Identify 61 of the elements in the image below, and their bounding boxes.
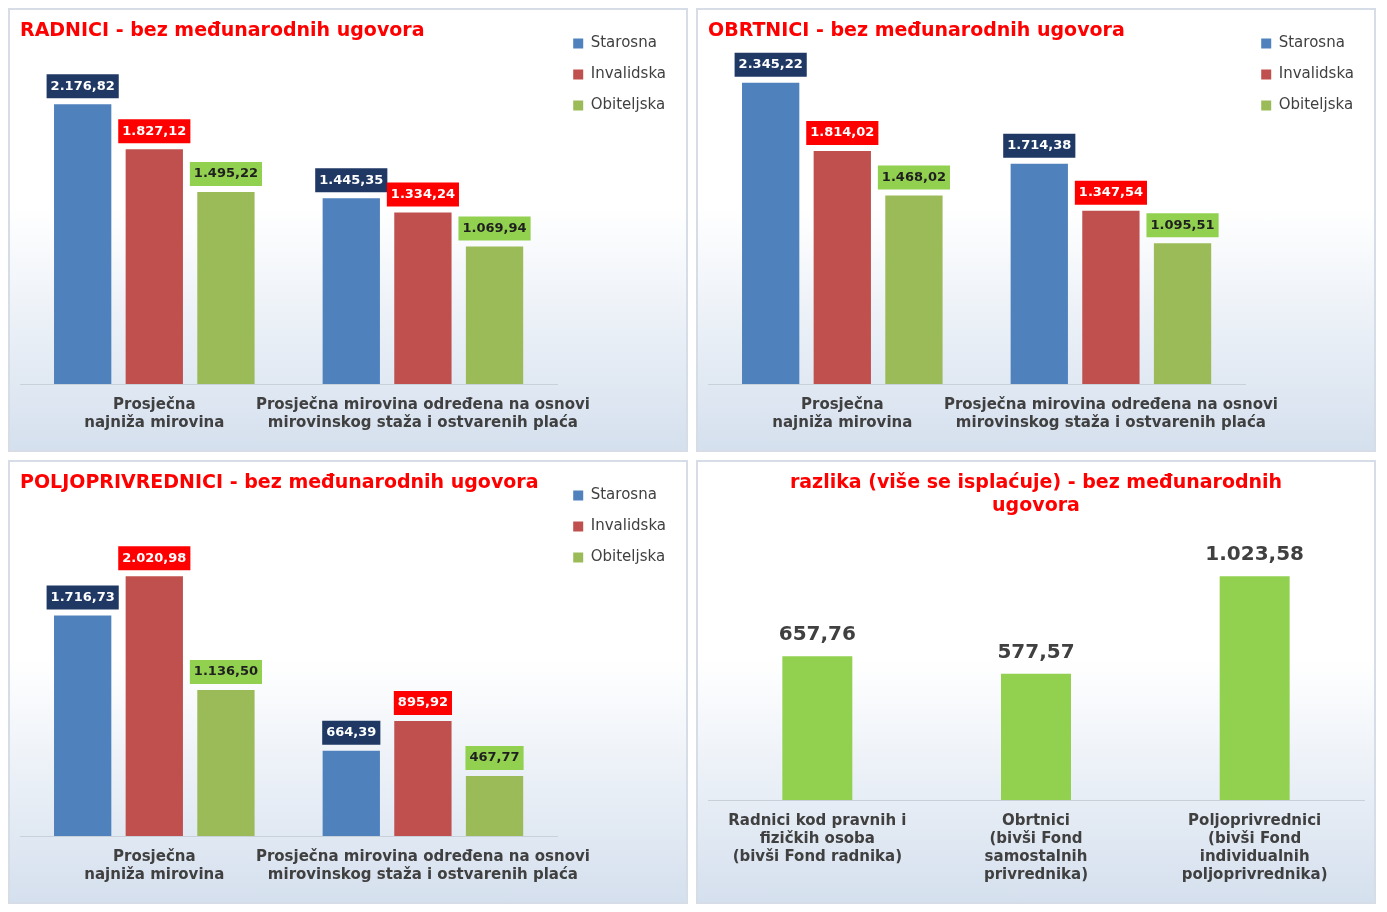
data-label: 1.445,35 [319,171,384,187]
bar [465,775,524,836]
data-label: 1.334,24 [390,185,455,201]
chart-title: OBRTNICI - bez međunarodnih ugovora [708,18,1125,41]
data-label: 1.347,54 [1078,184,1143,200]
data-label: 2.176,82 [50,77,115,93]
data-label: 1.814,02 [810,124,875,140]
bar [197,191,255,384]
data-label: 1.714,38 [1007,137,1072,153]
bar [54,615,112,836]
legend-label: Starosna [590,485,657,504]
data-label: 1.468,02 [881,168,947,184]
x-tick-label: Prosječna mirovina određena na osnovi mirovinskog staža i ostvarenih plaća [255,394,590,431]
data-label: 1.827,12 [122,122,187,138]
bar [54,104,112,384]
legend-label: Invalidska [1278,64,1355,83]
bar [125,576,183,836]
bar [1153,243,1212,384]
chart-title: razlika (više se isplaćuje) - bez međunarodnih ugovora [789,470,1283,516]
data-label: 1.495,22 [193,165,259,181]
bar [322,750,380,836]
bar [1010,163,1068,384]
chart-title: POLJOPRIVREDNICI - bez međunarodnih ugovora [20,470,539,493]
data-label: 1.136,50 [193,663,259,679]
bar [813,150,871,384]
bar [322,198,380,384]
data-label: 895,92 [397,694,448,710]
x-tick-label: Prosječna najniža mirovina [84,394,225,431]
legend-label: Obiteljska [590,547,666,566]
legend-label: Invalidska [590,64,667,83]
bar [197,689,255,836]
chart-title: RADNICI - bez međunarodnih ugovora [20,18,425,41]
legend-label: Invalidska [590,516,667,535]
x-tick-label: Prosječna mirovina određena na osnovi mirovinskog staža i ostvarenih plaća [943,394,1278,431]
data-label: 2.345,22 [738,56,803,72]
bar [394,720,452,836]
legend-label: Starosna [590,33,657,52]
bar [394,212,452,384]
legend-label: Obiteljska [590,95,666,114]
data-label: 1.023,58 [1205,541,1305,566]
x-tick-label: Poljoprivrednici (bivši Fond individualnih poljoprivrednika) [1181,810,1328,883]
data-label: 577,57 [997,638,1075,663]
bar [742,82,800,384]
data-label: 1.716,73 [50,588,115,604]
data-label: 1.069,94 [462,219,527,235]
data-label: 467,77 [469,749,520,765]
x-tick-label: Prosječna mirovina određena na osnovi mirovinskog staža i ostvarenih plaća [255,846,590,883]
data-label: 2.020,98 [122,549,187,565]
bar [465,246,524,384]
legend-label: Starosna [1278,33,1345,52]
bar [1082,210,1140,384]
bar [125,149,183,384]
data-label: 657,76 [778,621,856,646]
x-tick-label: Obrtnici (bivši Fond samostalnih privrednika) [983,810,1089,883]
x-tick-label: Prosječna najniža mirovina [84,846,225,883]
x-tick-label: Prosječna najniža mirovina [772,394,913,431]
data-label: 1.095,51 [1150,216,1215,232]
legend-label: Obiteljska [1278,95,1354,114]
bar [885,195,943,384]
x-tick-label: Radnici kod pravnih i fizičkih osoba (bivši Fond radnika) [728,810,907,865]
data-label: 664,39 [326,724,377,740]
